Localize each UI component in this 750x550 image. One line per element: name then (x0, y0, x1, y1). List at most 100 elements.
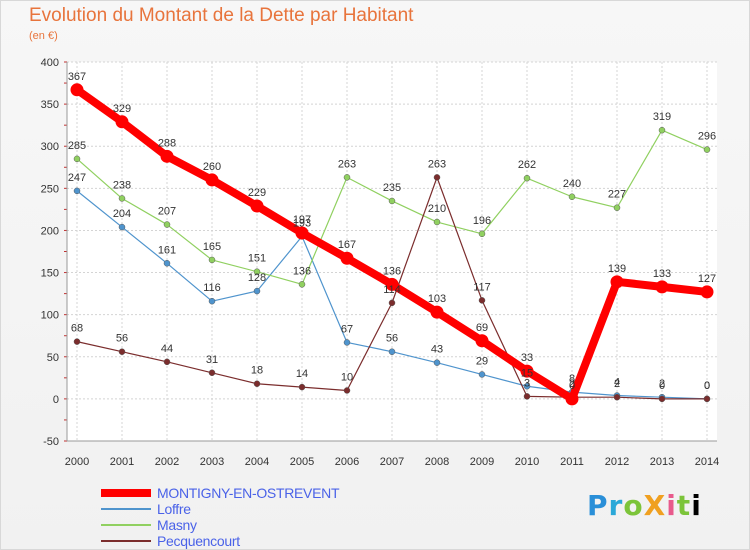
y-tick-label: -50 (43, 436, 59, 448)
proxiti-logo: ProXiti (587, 489, 702, 522)
legend-item: Masny (101, 517, 339, 533)
y-tick-label: 400 (41, 57, 59, 69)
data-point (208, 297, 216, 305)
data-point (163, 221, 171, 228)
data-point (658, 126, 666, 134)
data-label: 127 (698, 273, 716, 285)
data-label: 285 (68, 140, 86, 152)
data-label: 319 (653, 111, 671, 123)
data-point (478, 371, 486, 378)
data-label: 139 (608, 263, 626, 275)
x-tick-label: 2011 (560, 456, 584, 468)
data-point (70, 83, 84, 97)
data-label: 196 (473, 215, 491, 227)
chart-legend: MONTIGNY-EN-OSTREVENT Loffre Masny Pecquenc… (101, 485, 340, 549)
data-label: 114 (383, 284, 401, 296)
data-label: 367 (68, 71, 86, 83)
data-label: 136 (293, 265, 311, 277)
data-label: 2 (614, 378, 620, 390)
data-label: 263 (338, 158, 356, 170)
data-point (208, 369, 216, 377)
data-point (700, 285, 714, 299)
data-point (253, 268, 261, 275)
data-label: 136 (383, 265, 401, 277)
y-tick-label: 150 (41, 268, 59, 280)
data-point (478, 297, 486, 304)
data-label: 33 (521, 352, 533, 364)
data-label: 165 (203, 241, 221, 253)
legend-swatch (101, 489, 151, 497)
data-point (253, 380, 261, 387)
data-point (388, 348, 396, 355)
data-point (658, 395, 666, 403)
data-label: 210 (428, 203, 446, 215)
data-point (388, 197, 396, 205)
data-label: 151 (248, 253, 266, 265)
data-point (703, 146, 711, 153)
data-label: 56 (386, 333, 398, 345)
legend-label: Pecquencourt (157, 533, 240, 549)
data-label: 227 (608, 189, 626, 201)
data-label: 8 (569, 373, 575, 385)
data-point (433, 359, 441, 366)
x-tick-label: 2002 (155, 456, 179, 468)
data-point (568, 193, 576, 201)
data-point (208, 256, 216, 264)
data-point (343, 339, 351, 346)
data-point (298, 383, 306, 391)
data-point (523, 383, 531, 390)
data-label: 117 (473, 281, 491, 293)
data-label: 260 (203, 161, 221, 173)
y-tick-label: 350 (41, 99, 59, 111)
data-label: 0 (659, 380, 665, 392)
x-tick-label: 2010 (515, 456, 539, 468)
data-label: 0 (569, 380, 575, 392)
legend-item: Pecquencourt (101, 533, 339, 549)
data-point (433, 218, 441, 226)
data-point (703, 395, 711, 403)
data-label: 288 (158, 137, 176, 149)
data-point (160, 149, 174, 163)
data-point (565, 392, 579, 406)
data-label: 193 (293, 217, 311, 229)
data-label: 56 (116, 333, 128, 345)
data-point (655, 280, 669, 294)
data-label: 14 (296, 368, 308, 380)
y-tick-label: 250 (41, 183, 59, 195)
data-point (388, 299, 396, 307)
data-label: 15 (521, 367, 533, 379)
y-tick-label: 100 (41, 310, 59, 322)
data-label: 3 (524, 377, 530, 389)
x-tick-label: 2012 (605, 456, 629, 468)
data-label: 133 (653, 268, 671, 280)
x-tick-label: 2006 (335, 456, 359, 468)
x-tick-label: 2005 (290, 456, 314, 468)
data-label: 116 (203, 282, 221, 294)
data-point (115, 115, 129, 129)
data-point (523, 174, 531, 182)
data-label: 161 (158, 244, 176, 256)
data-point (118, 195, 126, 202)
data-label: 235 (383, 182, 401, 194)
data-label: 204 (113, 208, 131, 220)
data-label: 167 (338, 239, 356, 251)
data-label: 229 (248, 187, 266, 199)
data-point (385, 277, 399, 291)
y-tick-label: 300 (41, 141, 59, 153)
data-point (475, 334, 489, 348)
legend-item: Loffre (101, 501, 339, 517)
data-point (613, 393, 621, 401)
data-point (250, 199, 264, 213)
data-label: 128 (248, 272, 266, 284)
y-tick-label: 50 (47, 352, 59, 364)
x-tick-label: 2014 (695, 456, 719, 468)
data-point (118, 348, 126, 355)
data-point (340, 251, 354, 265)
data-label: 207 (158, 206, 176, 218)
x-tick-label: 2004 (245, 456, 269, 468)
data-label: 68 (71, 323, 83, 335)
x-tick-label: 2008 (425, 456, 449, 468)
data-point (73, 155, 81, 163)
